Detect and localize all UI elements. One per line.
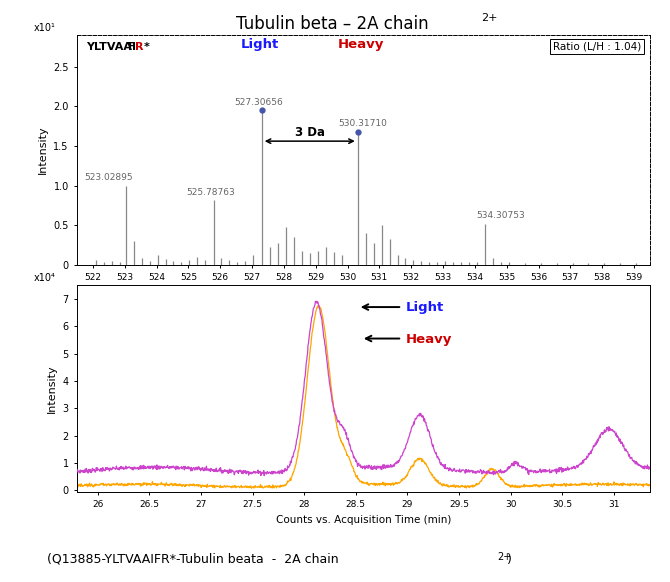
Text: 534.30753: 534.30753 [476,211,525,221]
Text: Heavy: Heavy [338,38,384,51]
Text: 2+: 2+ [497,552,511,562]
Text: 2+: 2+ [481,13,498,23]
Text: Tubulin beta – 2A chain: Tubulin beta – 2A chain [236,15,434,33]
Text: YLTVAAI: YLTVAAI [86,42,135,52]
Text: F: F [128,42,135,52]
Text: Heavy: Heavy [405,332,452,346]
Text: 527.30656: 527.30656 [234,98,283,107]
Y-axis label: Intensity: Intensity [38,126,48,174]
Text: 3 Da: 3 Da [295,126,325,139]
Text: R: R [135,42,144,52]
X-axis label: Counts vs. Acquisition Time (min): Counts vs. Acquisition Time (min) [276,514,451,525]
X-axis label: Counts vs. Mass-to-Charge (m/z): Counts vs. Mass-to-Charge (m/z) [278,288,449,298]
Text: *: * [143,42,149,52]
Text: ): ) [507,553,512,566]
Text: (Q13885-YLTVAAIFR*-Tubulin beata  -  2A chain: (Q13885-YLTVAAIFR*-Tubulin beata - 2A ch… [47,553,342,566]
Text: Light: Light [241,38,279,51]
Text: Ratio (L/H : 1.04): Ratio (L/H : 1.04) [553,42,641,52]
Text: 525.78763: 525.78763 [186,187,234,197]
Text: x10¹: x10¹ [34,23,56,33]
Text: 530.31710: 530.31710 [338,119,387,129]
Text: x10⁴: x10⁴ [34,273,56,283]
Y-axis label: Intensity: Intensity [47,364,57,413]
Text: Light: Light [405,301,444,314]
Text: 523.02895: 523.02895 [84,173,133,182]
